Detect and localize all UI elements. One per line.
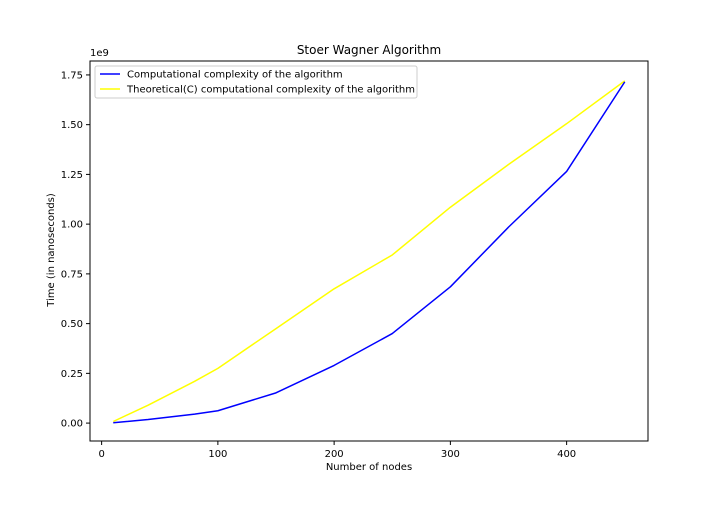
legend-label: Computational complexity of the algorith… [127, 70, 343, 81]
y-tick-label: 1.75 [61, 70, 83, 81]
ticks-layer: 0 100 200 300 400 0.00 0.25 0.50 0.75 1.00 1.25 1.5… [61, 70, 576, 460]
series-line-computational-complexity-of-the-algorithm [113, 81, 626, 424]
plot-frame [89, 60, 649, 442]
x-tick-label: 100 [208, 449, 227, 460]
series-line-theoretical-c-computational-complexity-of-the-algorithm [112, 80, 626, 423]
y-tick-label: 0.00 [61, 419, 83, 430]
x-tick-label: 200 [325, 449, 344, 460]
y-tick-label: 0.25 [61, 369, 83, 380]
legend-box [94, 65, 418, 99]
x-tick-label: 0 [98, 449, 104, 460]
legend-label: Theoretical(C) computational complexity … [126, 85, 415, 96]
y-tick-label: 0.50 [61, 319, 83, 330]
y-axis-label: Time (in nanoseconds) [46, 193, 57, 308]
x-tick-label: 400 [557, 449, 576, 460]
y-tick-label: 1.00 [61, 220, 83, 231]
y-offset-label: 1e9 [90, 48, 109, 59]
x-axis-label: Number of nodes [326, 462, 412, 473]
y-tick-label: 0.75 [61, 269, 83, 280]
x-tick-label: 300 [441, 449, 460, 460]
legend: Computational complexity of the algorith… [94, 65, 418, 99]
chart-title: Stoer Wagner Algorithm [297, 43, 441, 57]
lines-layer [112, 80, 626, 424]
y-tick-label: 1.25 [61, 170, 83, 181]
y-tick-label: 1.50 [61, 120, 83, 131]
